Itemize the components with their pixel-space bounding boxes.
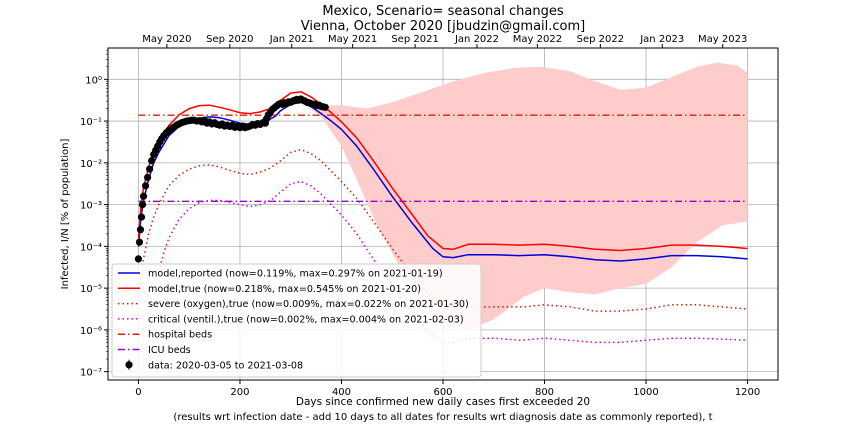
- data-point: [138, 201, 147, 209]
- data-points: [134, 95, 329, 263]
- y-tick-label: 10⁻⁷: [80, 368, 102, 379]
- x-tick-label: 0: [135, 387, 141, 398]
- top-date-axis-ticks: May 2020 Sep 2020 Jan 2021 May 2021 Sep 2021…: [142, 34, 747, 48]
- x-tick-label: 1000: [633, 387, 658, 398]
- x-axis-label: Days since confirmed new daily cases fir…: [296, 396, 590, 408]
- legend-item: model,reported (now=0.119%, max=0.297% o…: [118, 269, 443, 280]
- y-tick-label: 10⁰: [85, 75, 102, 86]
- top-tick-label: Sep 2022: [577, 34, 624, 45]
- top-tick-label: Jan 2022: [454, 34, 499, 45]
- legend-label: data: 2020-03-05 to 2021-03-08: [148, 360, 303, 371]
- legend-label: severe (oxygen),true (now=0.009%, max=0.…: [148, 299, 469, 310]
- top-tick-label: May 2021: [328, 34, 377, 45]
- x-tick-label: 400: [332, 387, 351, 398]
- top-tick-label: Sep 2020: [206, 34, 253, 45]
- legend-label: model,true (now=0.218%, max=0.545% on 20…: [148, 284, 421, 295]
- data-point: [134, 255, 143, 263]
- legend-label: ICU beds: [148, 345, 191, 356]
- top-tick-label: Jan 2023: [639, 34, 684, 45]
- y-tick-label: 10⁻¹: [80, 117, 102, 128]
- x-axis-ticks: 0 200 400 600 800 1000 1200: [135, 380, 760, 398]
- data-point: [136, 226, 145, 234]
- top-tick-label: May 2023: [698, 34, 747, 45]
- chart-title: Mexico, Scenario= seasonal changes: [322, 4, 563, 19]
- top-tick-label: Sep 2021: [391, 34, 438, 45]
- top-tick-label: May 2022: [513, 34, 562, 45]
- data-point: [143, 173, 152, 182]
- top-tick-label: May 2020: [142, 34, 191, 45]
- legend-item: severe (oxygen),true (now=0.009%, max=0.…: [118, 299, 469, 310]
- legend-box: [111, 263, 482, 378]
- series-layer: [134, 91, 748, 344]
- data-point: [139, 192, 148, 200]
- legend-item: critical (ventil.),true (now=0.002%, max…: [118, 314, 464, 325]
- legend-label: hospital beds: [148, 330, 212, 341]
- y-tick-label: 10⁻⁶: [80, 326, 102, 337]
- x-tick-label: 600: [433, 387, 452, 398]
- uncertainty-band: [305, 62, 748, 330]
- legend-item: data: 2020-03-05 to 2021-03-08: [125, 359, 303, 371]
- y-tick-label: 10⁻³: [80, 201, 102, 212]
- legend-label: model,reported (now=0.119%, max=0.297% o…: [148, 269, 443, 280]
- y-tick-label: 10⁻⁴: [80, 242, 102, 253]
- x-tick-label: 200: [230, 387, 249, 398]
- x-axis-sublabel: (results wrt infection date - add 10 day…: [173, 412, 712, 423]
- y-axis-label: Infected, I/N [% of population]: [60, 139, 71, 290]
- top-tick-label: Jan 2021: [269, 34, 314, 45]
- legend-label: critical (ventil.),true (now=0.002%, max…: [148, 314, 464, 325]
- data-point: [321, 103, 329, 111]
- x-tick-label: 1200: [735, 387, 760, 398]
- data-point: [148, 157, 156, 165]
- chart-subtitle: Vienna, October 2020 [jbudzin@gmail.com]: [301, 19, 585, 34]
- data-point: [141, 182, 150, 190]
- legend: model,reported (now=0.119%, max=0.297% o…: [111, 263, 482, 378]
- data-point: [146, 165, 154, 173]
- legend-item: model,true (now=0.218%, max=0.545% on 20…: [118, 284, 421, 295]
- y-tick-label: 10⁻⁵: [80, 284, 102, 295]
- x-tick-label: 800: [535, 387, 554, 398]
- uncertainty-band-layer: [305, 62, 748, 330]
- legend-item: hospital beds: [118, 330, 212, 341]
- series-line: [140, 148, 748, 312]
- data-point: [137, 213, 146, 221]
- y-axis-ticks: 10⁰ 10⁻¹ 10⁻² 10⁻³ 10⁻⁴ 10⁻⁵ 10⁻⁶ 10⁻⁷: [80, 49, 108, 379]
- y-tick-label: 10⁻²: [80, 159, 102, 170]
- series-line: [158, 180, 748, 344]
- data-point: [135, 238, 144, 246]
- legend-item: ICU beds: [118, 345, 191, 356]
